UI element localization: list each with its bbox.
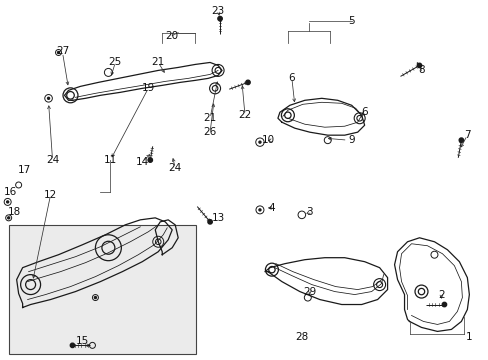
Circle shape — [218, 17, 222, 21]
Text: 25: 25 — [108, 58, 122, 67]
Text: 29: 29 — [303, 287, 316, 297]
Circle shape — [7, 201, 9, 203]
Circle shape — [259, 209, 261, 211]
Text: 10: 10 — [261, 135, 274, 145]
Bar — [9, 225, 196, 354]
Text: 2: 2 — [437, 289, 444, 300]
Text: 15: 15 — [76, 336, 89, 346]
Text: 6: 6 — [288, 73, 295, 84]
Text: 12: 12 — [44, 190, 57, 200]
Text: 21: 21 — [203, 113, 216, 123]
Text: 7: 7 — [463, 130, 470, 140]
Circle shape — [47, 97, 49, 99]
Text: 18: 18 — [8, 207, 21, 217]
Text: 24: 24 — [168, 163, 182, 173]
Circle shape — [458, 138, 463, 142]
Text: 28: 28 — [295, 332, 308, 342]
Text: 8: 8 — [417, 66, 424, 76]
Text: 14: 14 — [135, 157, 149, 167]
Text: 21: 21 — [151, 58, 164, 67]
Circle shape — [259, 141, 261, 143]
Text: 23: 23 — [211, 6, 224, 15]
Text: 19: 19 — [142, 84, 155, 93]
Text: 4: 4 — [268, 203, 275, 213]
Circle shape — [245, 80, 250, 85]
Text: 16: 16 — [4, 187, 17, 197]
Text: 13: 13 — [211, 213, 224, 223]
Text: 5: 5 — [347, 15, 354, 26]
Text: 3: 3 — [306, 207, 312, 217]
Text: 26: 26 — [203, 127, 216, 137]
Circle shape — [441, 302, 446, 307]
Circle shape — [58, 51, 60, 54]
Circle shape — [70, 343, 75, 347]
Text: 22: 22 — [238, 110, 251, 120]
Text: 17: 17 — [18, 165, 31, 175]
Circle shape — [8, 217, 10, 219]
Text: 1: 1 — [465, 332, 472, 342]
Circle shape — [148, 158, 152, 162]
Text: 24: 24 — [46, 155, 59, 165]
Circle shape — [207, 220, 212, 224]
Text: 6: 6 — [361, 107, 367, 117]
Text: 27: 27 — [56, 45, 69, 55]
Text: 9: 9 — [347, 135, 354, 145]
Circle shape — [94, 297, 96, 298]
Circle shape — [416, 63, 421, 68]
Text: 20: 20 — [165, 31, 179, 41]
Text: 11: 11 — [103, 155, 117, 165]
